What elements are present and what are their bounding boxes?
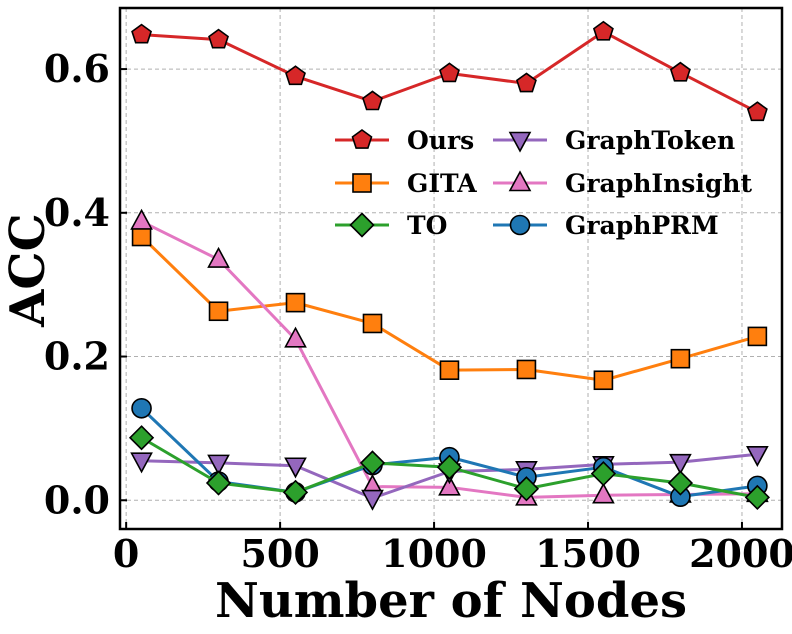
point-gita — [670, 348, 691, 369]
point-graphtoken — [361, 489, 384, 511]
point-to — [513, 476, 540, 502]
point-gita — [516, 359, 537, 380]
point-ours — [131, 23, 153, 44]
series-gita — [131, 226, 768, 391]
point-gita — [208, 301, 229, 322]
point-to — [436, 454, 463, 480]
point-to — [667, 470, 694, 496]
legend-item-graphtoken: GraphToken — [493, 126, 735, 155]
x-tick-label: 1000 — [381, 531, 487, 576]
point-graphprm — [131, 397, 152, 419]
point-gita — [593, 370, 614, 391]
point-graphtoken — [669, 453, 692, 475]
point-gita — [362, 313, 383, 334]
point-ours — [439, 62, 460, 83]
y-tick-label: 0.6 — [44, 46, 110, 91]
line-gita — [140, 235, 758, 382]
legend-marker-gita — [352, 173, 372, 193]
legend-marker-to — [349, 212, 375, 238]
point-ours — [515, 72, 537, 93]
legend-label-graphprm: GraphPRM — [565, 211, 719, 240]
point-graphinsight — [207, 246, 230, 268]
x-axis-label: Number of Nodes — [215, 573, 687, 629]
point-to — [744, 484, 770, 511]
x-tick-label: 500 — [240, 531, 319, 576]
y-tick-label: 0.4 — [44, 190, 110, 235]
point-gita — [439, 360, 460, 380]
series-to — [128, 425, 770, 511]
point-gita — [131, 226, 152, 247]
axis-ticks: 0 500 1000 1500 2000 0.0 0.2 0.4 0.6 — [44, 46, 792, 576]
point-graphtoken — [746, 445, 769, 467]
point-ours — [669, 61, 691, 82]
legend-label-graphtoken: GraphToken — [565, 126, 735, 155]
x-tick-label: 2000 — [689, 531, 792, 576]
point-to — [282, 479, 309, 505]
point-to — [359, 450, 386, 476]
legend-label-graphinsight: GraphInsight — [565, 169, 752, 198]
point-ours — [285, 65, 306, 86]
legend-item-graphprm: GraphPRM — [493, 211, 719, 240]
y-tick-label: 0.2 — [44, 334, 110, 379]
legend-item-gita: GITA — [335, 169, 477, 198]
y-axis-label: ACC — [0, 213, 56, 328]
point-ours — [592, 20, 614, 41]
x-tick-label: 0 — [113, 531, 139, 576]
legend-marker-ours — [351, 129, 373, 149]
legend: Ours GITA TO GraphToken GraphInsight GraphPRM — [335, 126, 752, 240]
point-graphinsight — [130, 208, 153, 230]
point-ours — [362, 90, 383, 111]
point-gita — [285, 292, 306, 313]
legend-marker-graphinsight — [508, 170, 532, 192]
legend-item-ours: Ours — [335, 126, 474, 155]
legend-label-gita: GITA — [407, 169, 477, 198]
y-tick-label: 0.0 — [44, 477, 110, 522]
legend-item-to: TO — [335, 211, 447, 240]
point-graphinsight — [438, 474, 461, 496]
legend-label-to: TO — [407, 211, 447, 240]
point-to — [128, 425, 155, 451]
x-tick-label: 1500 — [535, 531, 641, 576]
point-graphtoken — [284, 457, 307, 479]
point-to — [205, 470, 232, 496]
point-graphinsight — [284, 326, 307, 348]
point-ours — [208, 28, 229, 49]
point-gita — [747, 326, 768, 347]
series-lines — [128, 20, 770, 511]
legend-marker-graphprm — [509, 214, 531, 236]
point-graphtoken — [130, 452, 153, 474]
point-graphinsight — [592, 482, 615, 504]
point-ours — [746, 101, 768, 122]
plot-frame — [118, 6, 784, 531]
legend-marker-graphtoken — [508, 131, 532, 153]
point-to — [590, 461, 617, 487]
point-graphtoken — [207, 454, 230, 476]
series-ours — [131, 20, 768, 122]
legend-item-graphinsight: GraphInsight — [493, 169, 752, 198]
legend-label-ours: Ours — [407, 126, 474, 155]
